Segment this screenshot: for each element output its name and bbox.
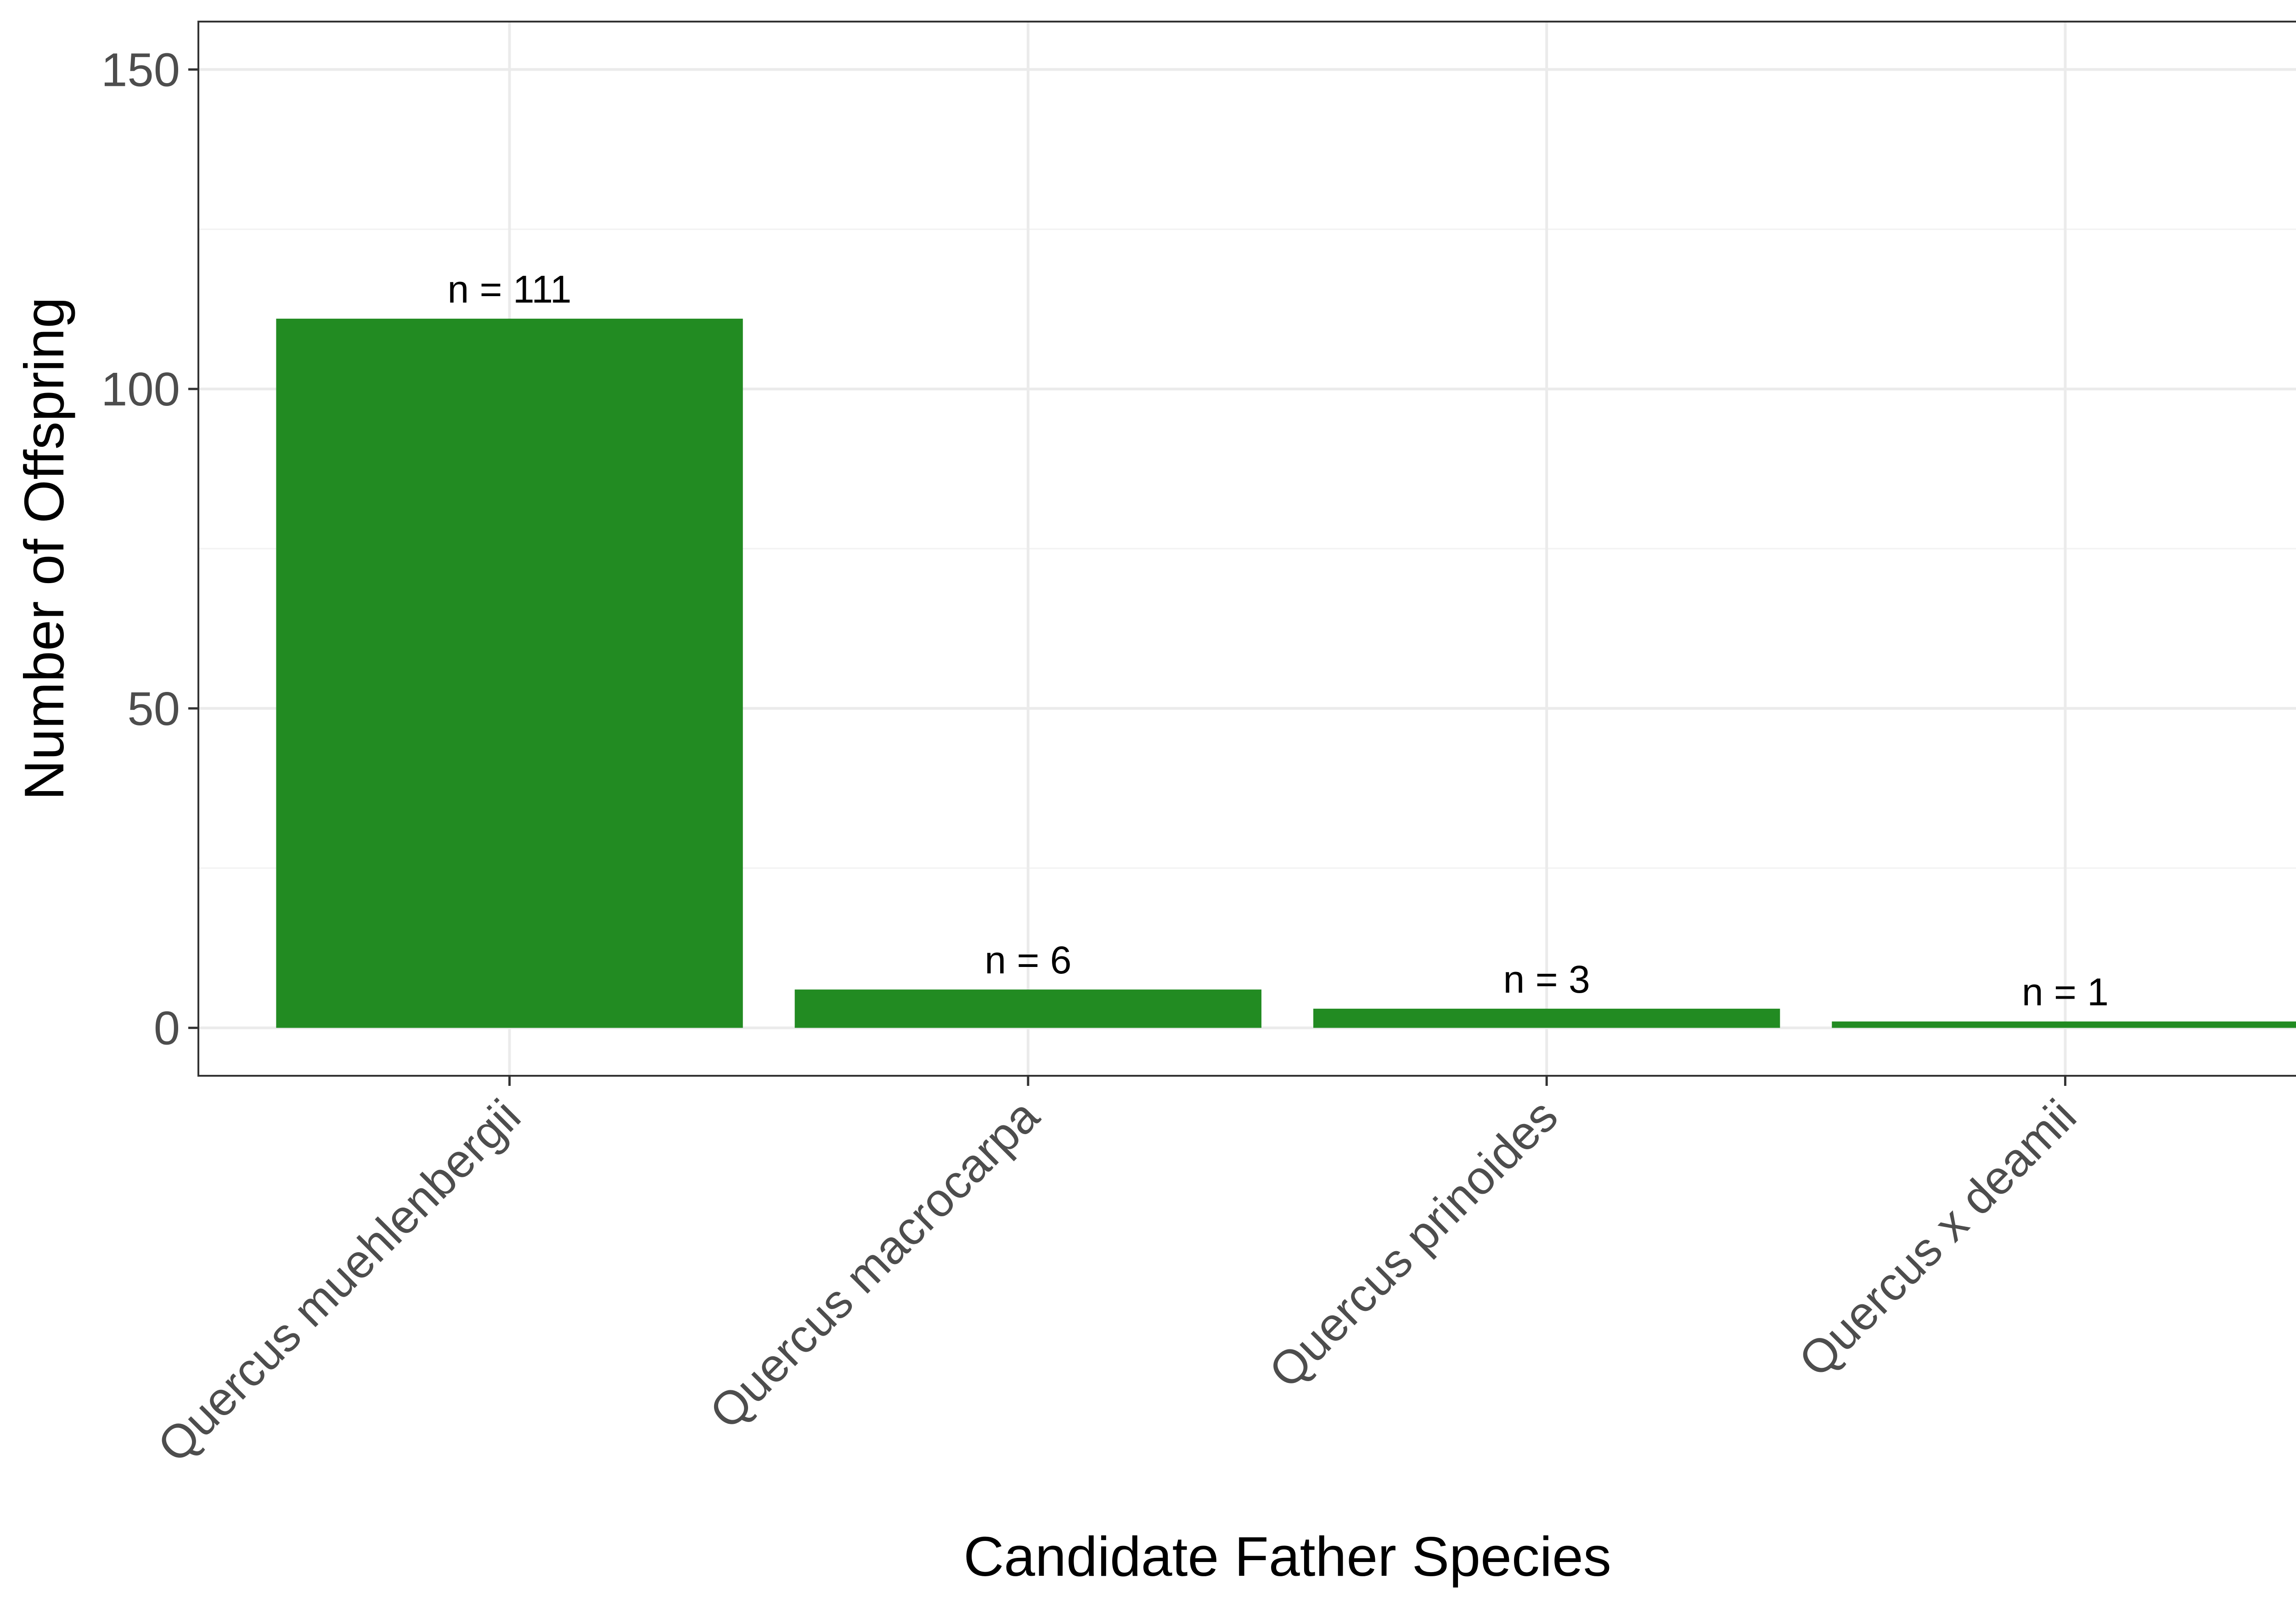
bar — [276, 319, 743, 1028]
y-tick-label: 150 — [101, 43, 180, 96]
y-tick-label: 100 — [101, 363, 180, 416]
data-label: n = 111 — [448, 268, 572, 311]
y-axis: 0 50 100 150 — [101, 43, 198, 1055]
y-axis-title: Number of Offspring — [13, 297, 75, 800]
y-tick-label: 50 — [127, 682, 180, 735]
data-labels: n = 111 n = 6 n = 3 n = 1 — [448, 268, 2109, 1014]
grid-lines — [198, 22, 2296, 1076]
bar — [1832, 1021, 2296, 1028]
data-label: n = 3 — [1503, 958, 1590, 1001]
bars — [276, 319, 2296, 1028]
data-label: n = 6 — [985, 938, 1071, 982]
data-label: n = 1 — [2022, 971, 2109, 1014]
bar — [1313, 1008, 1780, 1028]
x-axis-title: Candidate Father Species — [963, 1525, 1611, 1588]
bar — [794, 989, 1262, 1028]
y-tick-label: 0 — [154, 1002, 180, 1055]
plot-panel-border — [197, 21, 2296, 1077]
